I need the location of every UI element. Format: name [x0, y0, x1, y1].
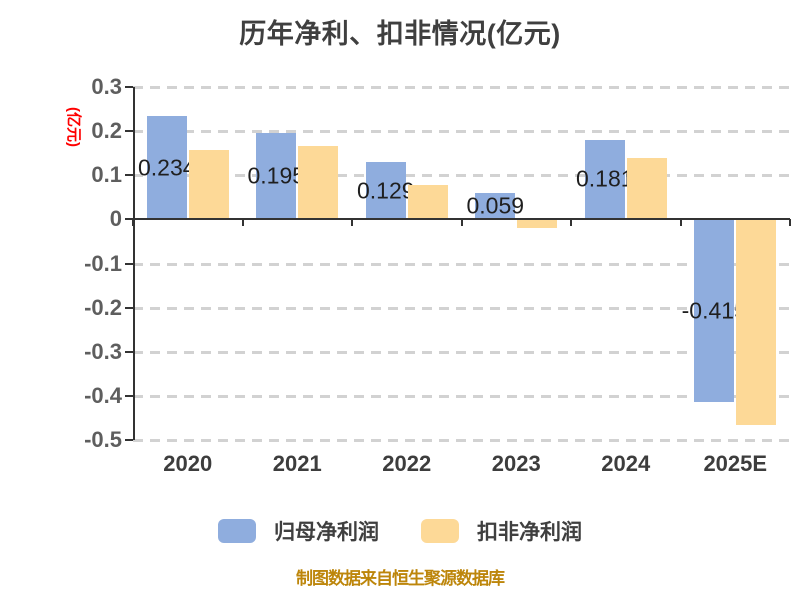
bar-net-profit-2021	[256, 133, 297, 220]
bar-non-recurring-profit-2021	[298, 145, 339, 220]
bar-value-label: 0.181	[575, 165, 634, 192]
y-axis-tick-label: 0.3	[91, 74, 122, 99]
gridline	[133, 306, 790, 310]
legend-swatch-non-recurring-profit	[421, 519, 459, 543]
y-axis-tick	[125, 130, 133, 133]
legend-label-net-profit: 归母净利润	[274, 521, 379, 544]
x-axis-tick	[351, 219, 353, 227]
y-axis-tick	[125, 394, 133, 397]
x-axis-label-2022: 2022	[382, 451, 432, 476]
x-axis-tick	[570, 219, 572, 227]
x-axis-label-2025E: 2025E	[703, 451, 768, 476]
y-axis-tick	[125, 439, 133, 441]
gridline	[133, 130, 790, 134]
y-axis-tick-label: -0.5	[84, 427, 122, 452]
bar-non-recurring-profit-2020	[188, 149, 229, 220]
y-axis-tick-label: -0.4	[84, 382, 122, 408]
y-axis-tick	[125, 218, 133, 221]
y-axis-tick-label: -0.2	[84, 294, 122, 320]
gridline	[133, 439, 790, 442]
y-axis-tick-label: 0.2	[91, 118, 122, 144]
x-axis-label-2020: 2020	[163, 451, 213, 476]
bar-non-recurring-profit-2023	[517, 219, 558, 229]
x-axis-label-2024: 2024	[601, 451, 651, 476]
y-axis-tick	[125, 86, 133, 88]
legend-item-non-recurring-profit[interactable]: 扣非净利润	[421, 516, 582, 546]
y-axis-tick-label: -0.3	[84, 338, 122, 364]
gridline	[133, 86, 790, 89]
x-axis-tick	[680, 219, 682, 227]
y-axis-tick-label: 0	[109, 206, 122, 232]
bar-net-profit-2020	[146, 116, 187, 220]
bar-non-recurring-profit-2025E	[736, 219, 777, 425]
gridline	[133, 262, 790, 266]
legend: 归母净利润 扣非净利润	[0, 516, 800, 546]
x-axis-label-2023: 2023	[491, 451, 541, 476]
bar-value-label: 0.195	[247, 162, 306, 189]
bar-value-label: 0.129	[356, 177, 415, 204]
x-axis-tick	[789, 219, 791, 227]
bar-net-profit-2024	[584, 139, 625, 220]
data-source-note: 制图数据来自恒生聚源数据库	[296, 569, 505, 588]
y-axis-tick-label: -0.1	[84, 250, 122, 276]
y-axis-tick	[125, 262, 133, 265]
x-axis-tick	[132, 219, 134, 227]
bar-value-label: -0.415	[681, 297, 747, 324]
bar-net-profit-2025E	[694, 219, 735, 403]
chart-title: 历年净利、扣非情况(亿元)	[239, 19, 561, 49]
gridline	[133, 174, 790, 178]
bar-value-label: 0.059	[466, 192, 525, 219]
legend-swatch-net-profit	[218, 519, 256, 543]
x-axis-tick	[242, 219, 244, 227]
gridline	[133, 394, 790, 398]
y-axis-tick	[125, 350, 133, 353]
y-axis-tick-label: 0.1	[91, 162, 122, 188]
legend-label-non-recurring-profit: 扣非净利润	[477, 521, 582, 544]
y-axis-tick	[125, 174, 133, 177]
bar-non-recurring-profit-2024	[626, 157, 667, 220]
gridline	[133, 350, 790, 354]
y-axis-tick	[125, 306, 133, 309]
bar-value-label: 0.234	[137, 154, 196, 181]
plot-area: 0.234 0.195 0.129 0.059 0.181 -0.415	[125, 86, 791, 442]
y-axis-line	[133, 87, 135, 440]
x-axis-tick	[461, 219, 463, 227]
bar-non-recurring-profit-2022	[407, 184, 448, 220]
legend-item-net-profit[interactable]: 归母净利润	[218, 516, 379, 546]
bar-net-profit-2023	[475, 193, 516, 220]
x-axis-label-2021: 2021	[272, 451, 322, 476]
bar-net-profit-2022	[365, 162, 406, 220]
